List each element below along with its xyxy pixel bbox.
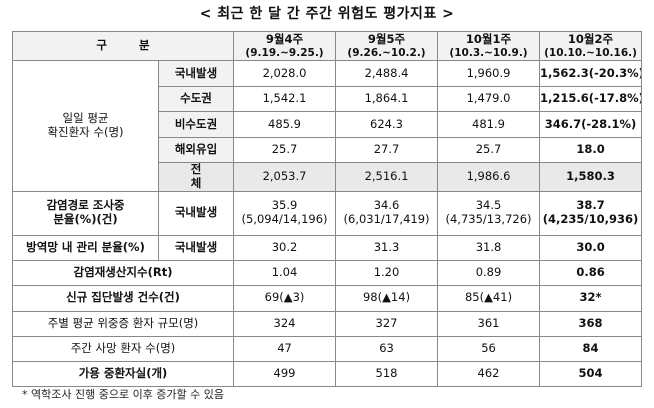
investigation-value: 35.9 (5,094/14,196) — [233, 190, 337, 236]
total-label: 전 체 — [157, 162, 235, 192]
severe-value: 324 — [233, 310, 337, 337]
row-severe: 주별 평균 위중증 환자 규모(명) 324 327 361 368 — [11, 310, 643, 337]
non-capital-value: 624.3 — [335, 111, 439, 138]
investigation-sub-label: 국내발생 — [157, 190, 235, 236]
severe-value-current: 368 — [539, 310, 643, 337]
beds-value: 499 — [233, 360, 337, 387]
investigation-value: 34.6 (6,031/17,419) — [335, 190, 439, 236]
beds-value-current: 504 — [539, 360, 643, 387]
managed-value-current: 30.0 — [539, 234, 643, 261]
header-week-2: 9월5주 (9.26.~10.2.) — [335, 31, 439, 61]
daily-avg-label: 일일 평균 확진환자 수(명) — [12, 60, 159, 192]
clusters-value: 69(▲3) — [233, 284, 337, 312]
severe-value: 361 — [437, 310, 541, 337]
deaths-value-current: 84 — [539, 335, 643, 362]
severe-label: 주별 평균 위중증 환자 규모(명) — [11, 310, 235, 337]
clusters-value-current: 32* — [539, 284, 643, 312]
header-row: 구 분 9월4주 (9.19.~9.25.) 9월5주 (9.26.~10.2.… — [11, 31, 643, 61]
investigation-value: 34.5 (4,735/13,726) — [437, 190, 541, 236]
header-gubun: 구 분 — [11, 31, 235, 61]
capital-label: 수도권 — [157, 86, 235, 112]
capital-value: 1,479.0 — [437, 86, 541, 112]
severe-value: 327 — [335, 310, 439, 337]
non-capital-value: 485.9 — [233, 111, 337, 138]
rt-value: 0.89 — [437, 259, 541, 286]
beds-value: 518 — [335, 360, 439, 387]
overseas-label: 해외유입 — [157, 137, 235, 163]
week-4-main: 10월2주 — [567, 31, 614, 46]
row-non-capital: 비수도권 485.9 624.3 481.9 346.7(-28.1%) — [13, 111, 643, 138]
investigation-value-current: 38.7 (4,235/10,936) — [539, 190, 643, 236]
overseas-value: 25.7 — [233, 137, 337, 163]
week-1-range: (9.19.~9.25.) — [245, 46, 324, 59]
row-rt: 감염재생산지수(Rt) 1.04 1.20 0.89 0.86 — [11, 259, 643, 286]
week-3-main: 10월1주 — [465, 31, 512, 46]
domestic-value: 1,960.9 — [437, 60, 541, 87]
footnote: * 역학조사 진행 중으로 이후 증가할 수 있음 — [22, 388, 225, 401]
week-1-main: 9월4주 — [265, 31, 304, 46]
row-domestic: 일일 평균 확진환자 수(명) 국내발생 2,028.0 2,488.4 1,9… — [12, 60, 643, 192]
page-title: < 최근 한 달 간 주간 위험도 평가지표 > — [199, 6, 455, 22]
overseas-value: 25.7 — [437, 137, 541, 163]
week-3-range: (10.3.~10.9.) — [449, 46, 528, 59]
rt-value: 1.04 — [233, 259, 337, 286]
domestic-label: 국내발생 — [157, 60, 235, 87]
header-week-1: 9월4주 (9.19.~9.25.) — [233, 31, 337, 61]
row-capital: 수도권 1,542.1 1,864.1 1,479.0 1,215.6(-17.… — [13, 86, 643, 112]
domestic-value-current: 1,562.3(-20.3%) — [539, 60, 643, 87]
capital-value: 1,542.1 — [233, 86, 337, 112]
capital-value-current: 1,215.6(-17.8%) — [539, 86, 643, 112]
row-investigation: 감염경로 조사중 분율(%)(건) 국내발생 35.9 (5,094/14,19… — [12, 190, 643, 236]
row-overseas: 해외유입 25.7 27.7 25.7 18.0 — [13, 137, 643, 163]
total-value: 2,516.1 — [335, 162, 439, 192]
total-value-current: 1,580.3 — [539, 162, 643, 192]
managed-value: 30.2 — [233, 234, 337, 261]
rt-value: 1.20 — [335, 259, 439, 286]
beds-label: 가용 중환자실(개) — [11, 360, 235, 387]
row-beds: 가용 중환자실(개) 499 518 462 504 — [11, 360, 643, 387]
non-capital-value-current: 346.7(-28.1%) — [539, 111, 643, 138]
header-week-3: 10월1주 (10.3.~10.9.) — [437, 31, 541, 61]
deaths-label: 주간 사망 환자 수(명) — [11, 335, 235, 362]
clusters-value: 98(▲14) — [335, 284, 439, 312]
investigation-label: 감염경로 조사중 분율(%)(건) — [12, 190, 159, 236]
deaths-value: 63 — [335, 335, 439, 362]
row-clusters: 신규 집단발생 건수(건) 69(▲3) 98(▲14) 85(▲41) 32* — [11, 284, 643, 312]
non-capital-value: 481.9 — [437, 111, 541, 138]
clusters-value: 85(▲41) — [437, 284, 541, 312]
managed-sub-label: 국내발생 — [157, 234, 235, 261]
clusters-label: 신규 집단발생 건수(건) — [11, 284, 235, 312]
row-deaths: 주간 사망 환자 수(명) 47 63 56 84 — [11, 335, 643, 362]
beds-value: 462 — [437, 360, 541, 387]
week-2-range: (9.26.~10.2.) — [347, 46, 426, 59]
managed-value: 31.3 — [335, 234, 439, 261]
header-week-4: 10월2주 (10.10.~10.16.) — [539, 31, 643, 61]
total-value: 2,053.7 — [233, 162, 337, 192]
total-value: 1,986.6 — [437, 162, 541, 192]
rt-label: 감염재생산지수(Rt) — [11, 259, 235, 286]
domestic-value: 2,488.4 — [335, 60, 439, 87]
domestic-value: 2,028.0 — [233, 60, 337, 87]
deaths-value: 56 — [437, 335, 541, 362]
managed-label: 방역망 내 관리 분율(%) — [12, 234, 159, 261]
managed-value: 31.8 — [437, 234, 541, 261]
overseas-value-current: 18.0 — [539, 137, 643, 163]
deaths-value: 47 — [233, 335, 337, 362]
row-managed: 방역망 내 관리 분율(%) 국내발생 30.2 31.3 31.8 30.0 — [12, 234, 643, 261]
capital-value: 1,864.1 — [335, 86, 439, 112]
week-4-range: (10.10.~10.16.) — [544, 46, 637, 59]
non-capital-label: 비수도권 — [157, 111, 235, 138]
overseas-value: 27.7 — [335, 137, 439, 163]
week-2-main: 9월5주 — [367, 31, 406, 46]
rt-value-current: 0.86 — [539, 259, 643, 286]
risk-indicator-table: 구 분 9월4주 (9.19.~9.25.) 9월5주 (9.26.~10.2.… — [11, 31, 643, 387]
